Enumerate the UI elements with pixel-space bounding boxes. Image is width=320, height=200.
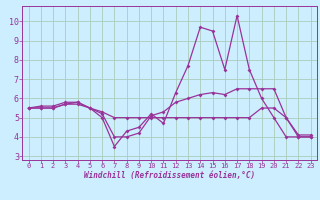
X-axis label: Windchill (Refroidissement éolien,°C): Windchill (Refroidissement éolien,°C) bbox=[84, 171, 255, 180]
